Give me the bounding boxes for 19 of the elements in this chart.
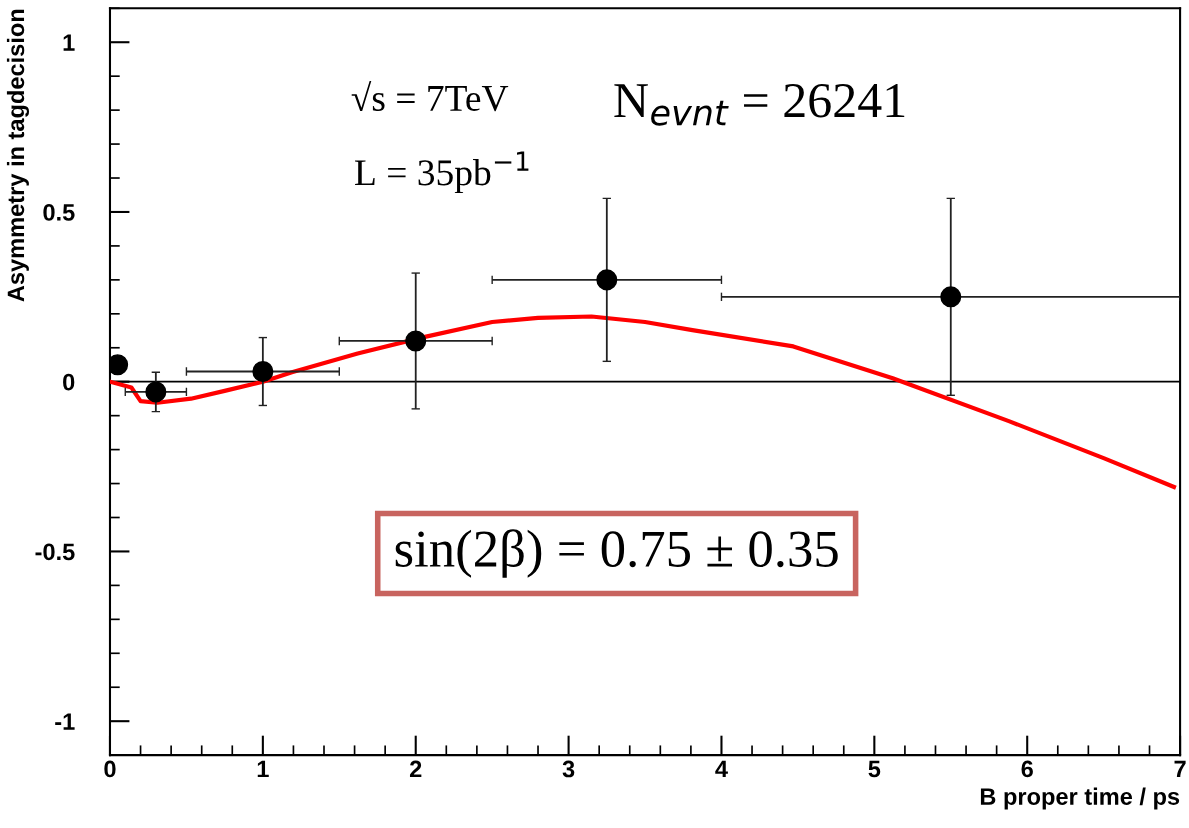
- x-tick-label: 6: [1021, 760, 1033, 778]
- x-tick-label: 5: [868, 760, 881, 778]
- annotation: √s = 7TeV: [351, 80, 509, 112]
- x-tick-label: 3: [562, 760, 575, 778]
- annotation: sin(2β) = 0.75 ± 0.35: [395, 529, 838, 578]
- x-tick-label: 4: [715, 760, 728, 778]
- y-tick-label: 0: [63, 373, 75, 391]
- x-tick-label: 7: [1174, 760, 1186, 778]
- annotation: L = 35pb$^{−1}$: [355, 151, 529, 194]
- y-axis-title: Asymmetry in tagdecision: [6, 9, 30, 302]
- x-tick-label: 1: [257, 760, 269, 778]
- y-tick-label: -0.5: [35, 543, 75, 561]
- y-tick-label: 0.5: [43, 204, 75, 221]
- y-tick-label: -1: [55, 713, 75, 730]
- x-tick-label: 0: [104, 760, 116, 778]
- x-tick-label: 2: [409, 760, 422, 778]
- y-tick-label: 1: [63, 34, 75, 51]
- x-axis-title: B proper time / ps: [980, 787, 1180, 810]
- annotation: N$_{evnt}$ = 26241: [614, 83, 905, 126]
